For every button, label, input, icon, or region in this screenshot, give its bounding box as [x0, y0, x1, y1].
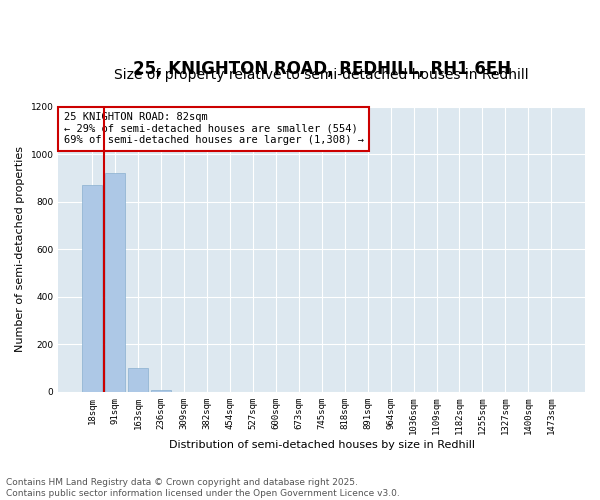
Text: Contains HM Land Registry data © Crown copyright and database right 2025.
Contai: Contains HM Land Registry data © Crown c…: [6, 478, 400, 498]
Text: 25 KNIGHTON ROAD: 82sqm
← 29% of semi-detached houses are smaller (554)
69% of s: 25 KNIGHTON ROAD: 82sqm ← 29% of semi-de…: [64, 112, 364, 146]
Text: 25, KNIGHTON ROAD, REDHILL, RH1 6EH: 25, KNIGHTON ROAD, REDHILL, RH1 6EH: [133, 60, 511, 78]
X-axis label: Distribution of semi-detached houses by size in Redhill: Distribution of semi-detached houses by …: [169, 440, 475, 450]
Y-axis label: Number of semi-detached properties: Number of semi-detached properties: [15, 146, 25, 352]
Title: Size of property relative to semi-detached houses in Redhill: Size of property relative to semi-detach…: [115, 68, 529, 82]
Bar: [151, 390, 171, 392]
Bar: [82, 185, 102, 392]
Bar: [128, 368, 148, 392]
Bar: [106, 173, 125, 392]
